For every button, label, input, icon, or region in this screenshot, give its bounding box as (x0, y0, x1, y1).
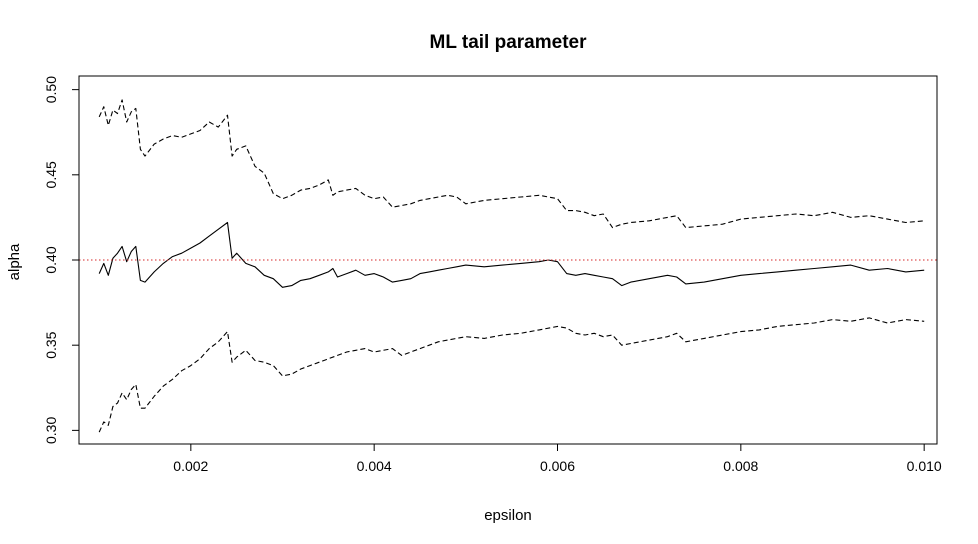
x-tick-label: 0.002 (173, 458, 208, 474)
chart-title: ML tail parameter (430, 32, 588, 53)
y-tick-label: 0.30 (43, 417, 59, 444)
y-axis: 0.30 0.35 0.40 0.45 0.50 (43, 76, 80, 444)
x-axis-label: epsilon (484, 507, 532, 524)
y-tick-label: 0.40 (43, 246, 59, 273)
y-axis-label: alpha (6, 243, 23, 280)
series-layer (98, 99, 925, 433)
x-axis: 0.002 0.004 0.006 0.008 0.010 (173, 443, 942, 474)
y-tick-label: 0.50 (43, 76, 59, 103)
plot-frame (78, 75, 938, 445)
x-tick-label: 0.010 (907, 458, 942, 474)
y-tick-label: 0.35 (43, 331, 59, 358)
upper-bound-series (98, 99, 925, 229)
x-tick-label: 0.004 (357, 458, 392, 474)
lower-bound-series (98, 317, 925, 433)
x-tick-label: 0.006 (540, 458, 575, 474)
x-tick-label: 0.008 (723, 458, 758, 474)
estimate-series (98, 221, 925, 288)
y-tick-label: 0.45 (43, 161, 59, 188)
